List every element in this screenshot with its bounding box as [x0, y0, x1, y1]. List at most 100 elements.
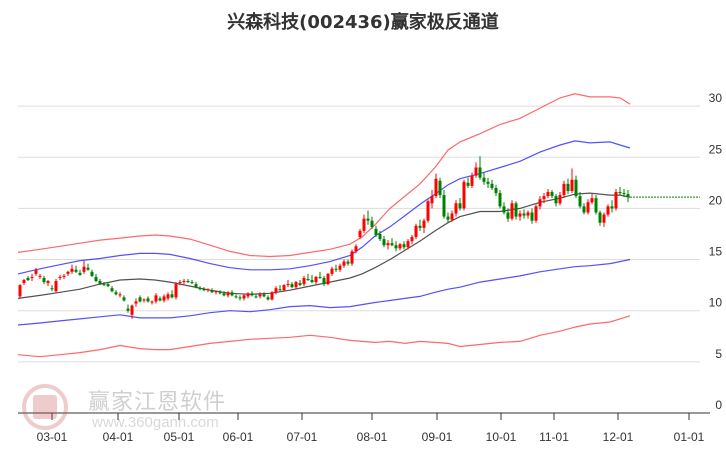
- candle: [182, 278, 186, 285]
- x-tick-label: 09-01: [422, 430, 453, 444]
- candle: [418, 219, 422, 231]
- candle: [614, 188, 618, 211]
- y-tick-label: 15: [709, 245, 723, 259]
- candle: [570, 168, 574, 194]
- candle: [166, 292, 170, 301]
- candle: [486, 177, 490, 188]
- x-tick-label: 04-01: [103, 430, 134, 444]
- y-tick-label: 5: [715, 347, 722, 361]
- y-tick-label: 20: [709, 193, 723, 207]
- candle: [242, 294, 246, 301]
- x-tick-label: 01-01: [674, 430, 705, 444]
- candle: [530, 208, 534, 224]
- candle: [594, 195, 598, 215]
- x-tick-label: 07-01: [287, 430, 318, 444]
- candle: [398, 243, 402, 251]
- candle: [78, 269, 82, 276]
- x-tick-label: 03-01: [37, 430, 68, 444]
- candle: [446, 212, 450, 223]
- candle: [162, 294, 166, 303]
- candle: [102, 282, 106, 287]
- x-tick-label: 06-01: [223, 430, 254, 444]
- candle: [142, 298, 146, 303]
- candle: [550, 189, 554, 199]
- candle: [274, 286, 278, 295]
- candle: [410, 234, 414, 245]
- candle: [358, 228, 362, 240]
- candle: [42, 275, 46, 285]
- candle: [542, 193, 546, 204]
- candle: [34, 267, 38, 276]
- candle: [470, 172, 474, 188]
- candle: [226, 291, 230, 298]
- candle: [150, 300, 154, 305]
- candle: [562, 180, 566, 199]
- candle: [434, 173, 438, 199]
- candle: [394, 241, 398, 252]
- candle: [386, 240, 390, 250]
- candle: [378, 230, 382, 242]
- candle: [290, 282, 294, 289]
- chart-title: 兴森科技(002436)赢家极反通道: [227, 12, 499, 33]
- candle: [506, 208, 510, 222]
- candle: [178, 280, 182, 286]
- candle: [158, 296, 162, 302]
- candle: [462, 179, 466, 211]
- candle: [262, 292, 266, 298]
- candle: [126, 304, 130, 313]
- candle: [282, 284, 286, 292]
- candle: [30, 273, 34, 282]
- candle: [618, 186, 622, 196]
- candle: [566, 178, 570, 195]
- candle: [598, 210, 602, 226]
- candle: [382, 236, 386, 248]
- candle: [222, 291, 226, 297]
- gridlines: [18, 105, 700, 363]
- candle: [22, 278, 26, 286]
- candle: [402, 241, 406, 250]
- candle: [498, 189, 502, 209]
- candle: [338, 263, 342, 272]
- outer-upper-line: [17, 93, 631, 258]
- candle: [458, 198, 462, 211]
- candle: [374, 225, 378, 238]
- candle: [254, 294, 258, 299]
- candle: [90, 269, 94, 277]
- candle: [626, 189, 630, 203]
- y-tick-label: 25: [709, 142, 723, 156]
- candle: [586, 199, 590, 215]
- candle: [334, 264, 338, 272]
- candle: [330, 266, 334, 276]
- mid-line-line: [17, 192, 631, 299]
- y-tick-label: 0: [715, 398, 722, 412]
- candle: [186, 278, 190, 284]
- candle: [574, 175, 578, 199]
- candle: [190, 280, 194, 285]
- candle: [122, 295, 126, 302]
- candle: [198, 286, 202, 291]
- candle: [110, 286, 114, 293]
- candle: [278, 285, 282, 292]
- candle: [514, 201, 518, 220]
- candle: [74, 265, 78, 273]
- candle: [70, 264, 74, 274]
- candle: [322, 275, 326, 287]
- candle: [154, 293, 158, 304]
- y-tick-label: 10: [709, 296, 723, 310]
- candle: [138, 295, 142, 303]
- candle: [302, 275, 306, 287]
- candle: [478, 156, 482, 180]
- candle: [206, 288, 210, 293]
- candle: [582, 203, 586, 215]
- candle: [346, 259, 350, 266]
- candle: [146, 296, 150, 303]
- channel-lines: [17, 93, 631, 358]
- candle: [286, 280, 290, 288]
- candle: [258, 292, 262, 299]
- candle: [18, 284, 22, 299]
- candle: [82, 260, 86, 274]
- candle: [270, 291, 274, 301]
- x-axis: 03-01 04-01 05-01 06-01 07-01 08-01 09-01 10-01…: [18, 412, 710, 444]
- candle: [362, 214, 366, 233]
